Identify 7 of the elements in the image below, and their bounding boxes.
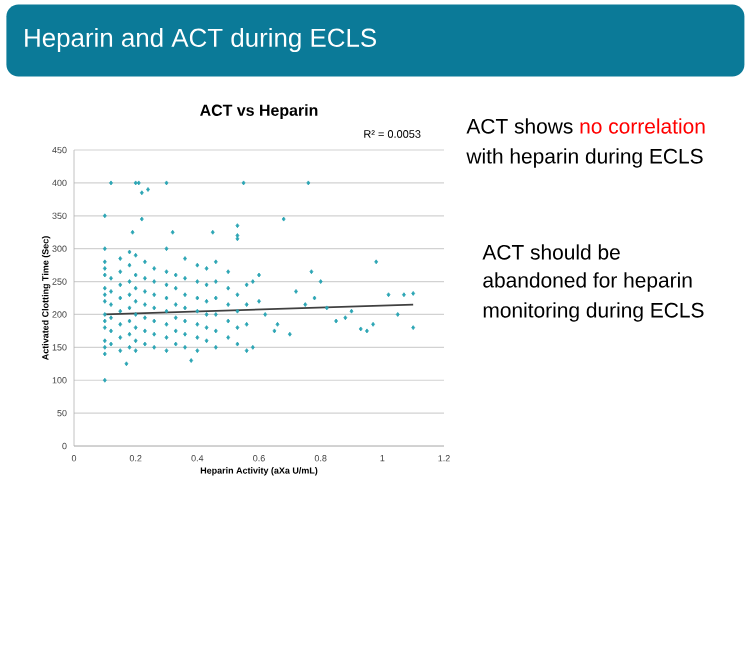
text: ACT shows [466,118,573,134]
text: ACT should be [482,244,620,260]
text: abandoned for heparin [483,272,692,292]
text: monitoring during ECLS [483,302,704,322]
text: Heparin and ACT during ECLS [25,27,376,53]
text: with heparin during ECLS [466,148,703,168]
text: no correlation [580,118,705,134]
